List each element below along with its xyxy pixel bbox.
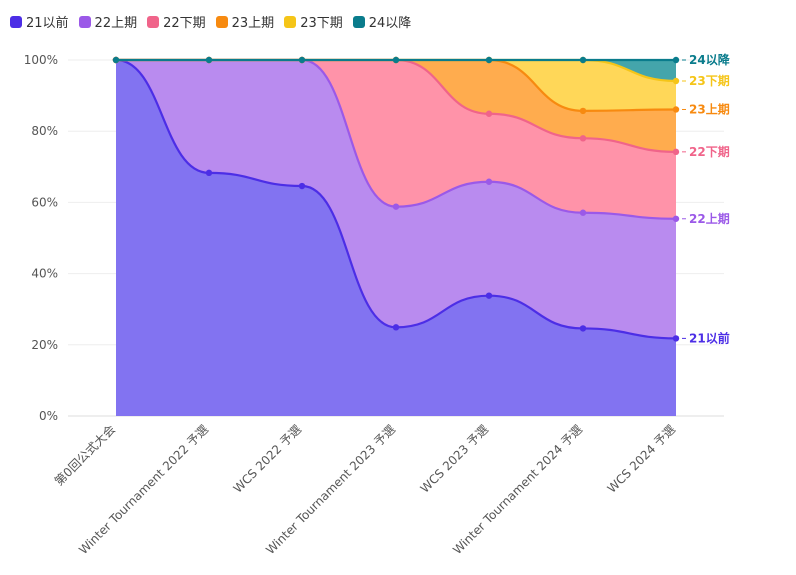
y-tick-label: 60%: [31, 195, 58, 209]
data-point: [205, 169, 213, 177]
legend-label: 22下期: [163, 16, 206, 31]
data-point: [392, 203, 400, 210]
x-tick-label: WCS 2023 予選: [418, 422, 492, 496]
data-point: [298, 56, 306, 64]
legend-item-0[interactable]: 21以前: [10, 12, 69, 31]
y-tick-label: 80%: [31, 124, 58, 138]
legend-label: 24以降: [368, 16, 412, 31]
data-point: [579, 135, 587, 142]
data-point: [672, 56, 680, 64]
legend-swatch: [215, 15, 228, 28]
data-point: [298, 182, 306, 190]
y-tick-label: 20%: [31, 338, 58, 352]
x-tick-label: 第0回公式大会: [52, 422, 118, 488]
legend-swatch: [78, 15, 91, 28]
legend-item-3[interactable]: 23上期: [215, 12, 275, 31]
y-tick-label: 100%: [24, 53, 58, 67]
data-point: [672, 106, 680, 113]
data-point: [579, 56, 587, 64]
data-point: [579, 107, 587, 115]
data-point: [579, 209, 587, 216]
legend-item-1[interactable]: 22上期: [78, 12, 138, 31]
area-0: [116, 60, 676, 416]
legend-item-5[interactable]: 24以降: [352, 12, 412, 31]
data-point: [392, 324, 400, 331]
legend-label: 23下期: [300, 16, 343, 31]
x-tick-label: WCS 2024 予選: [605, 422, 679, 496]
legend: 21以前 22上期 22下期 23上期 23下期 24以降: [10, 12, 411, 31]
x-tick-label: WCS 2022 予選: [231, 422, 305, 496]
data-point: [485, 178, 493, 185]
legend-label: 21以前: [26, 16, 69, 31]
end-label: 23上期: [689, 101, 730, 116]
area-1: [116, 60, 676, 339]
data-point: [205, 56, 213, 64]
area-2: [116, 60, 676, 219]
legend-swatch: [10, 15, 22, 28]
legend-swatch: [284, 15, 297, 28]
y-tick-label: 40%: [31, 267, 58, 281]
data-point: [672, 77, 680, 85]
end-label: 23下期: [689, 73, 730, 88]
legend-item-4[interactable]: 23下期: [284, 12, 343, 31]
area-4: [116, 60, 676, 111]
end-label: 24以降: [689, 52, 731, 67]
data-point: [112, 56, 120, 64]
legend-swatch: [147, 15, 160, 28]
data-point: [579, 325, 587, 332]
data-point: [672, 148, 680, 156]
legend-label: 22上期: [94, 16, 138, 31]
end-label: 22下期: [689, 144, 730, 159]
data-point: [672, 215, 680, 222]
data-point: [485, 110, 493, 117]
end-label: 21以前: [689, 330, 730, 345]
series-line-0: [115, 58, 677, 340]
legend-swatch: [352, 15, 365, 28]
data-point: [485, 56, 493, 64]
data-point: [485, 292, 493, 299]
data-point: [672, 335, 680, 342]
end-label: 22上期: [689, 211, 730, 226]
y-tick-label: 0%: [39, 409, 58, 423]
legend-label: 23上期: [231, 16, 275, 31]
area-5: [116, 60, 676, 82]
data-point: [392, 56, 400, 64]
legend-item-2[interactable]: 22下期: [147, 12, 206, 31]
